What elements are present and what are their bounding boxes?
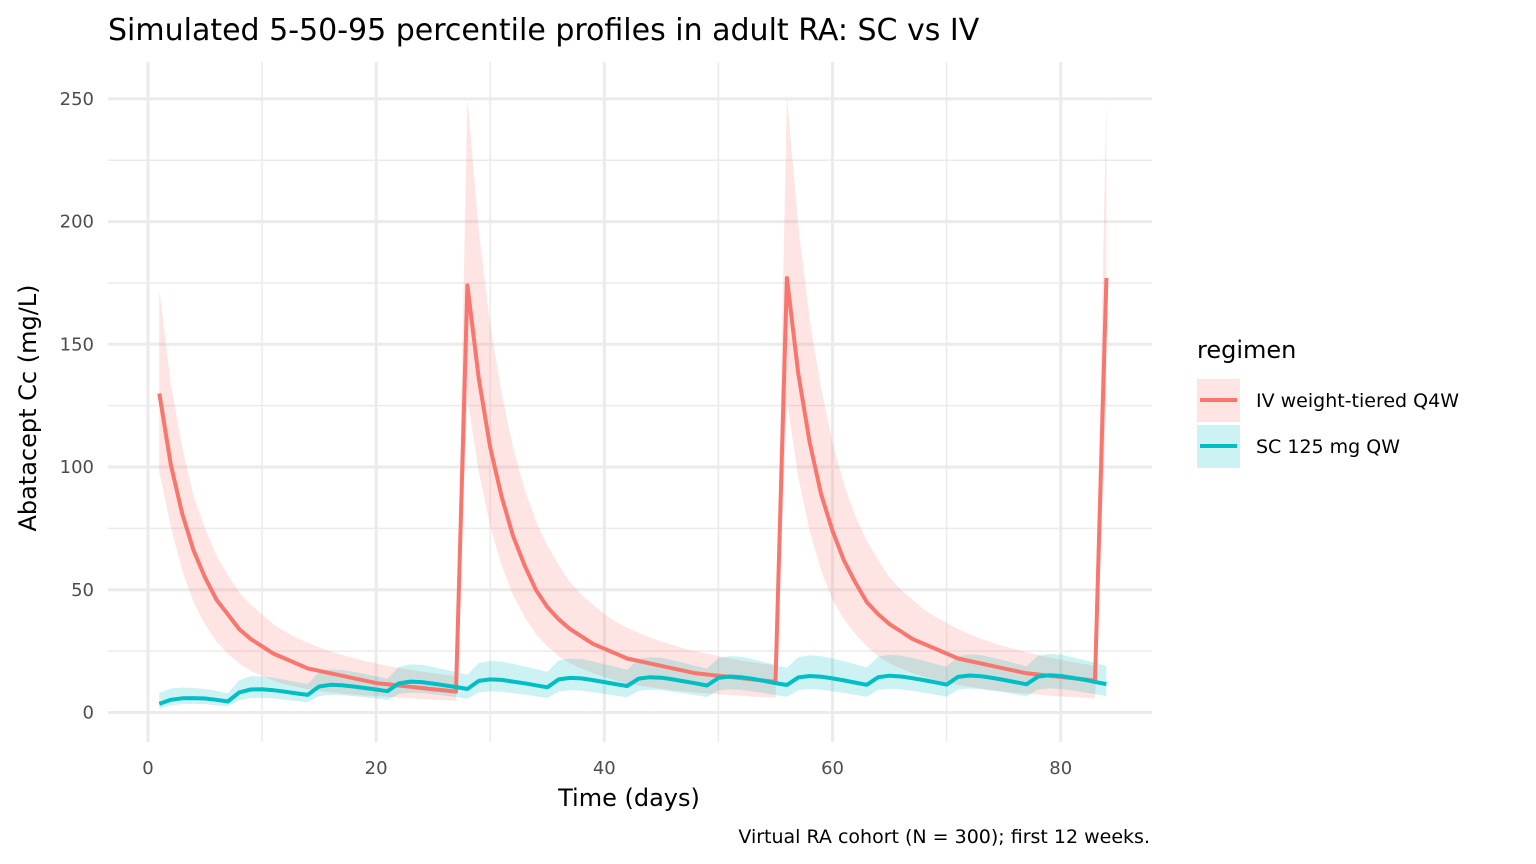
median-line-iv [157, 276, 1109, 694]
y-axis-ticks: 0 50 100 150 200 250 [60, 89, 94, 724]
legend-entry-iv: IV weight-tiered Q4W [1197, 379, 1459, 422]
y-tick-label: 250 [60, 89, 94, 110]
x-tick-label: 80 [1049, 758, 1072, 779]
legend-entry-sc: SC 125 mg QW [1197, 425, 1400, 468]
legend-label-sc: SC 125 mg QW [1256, 436, 1400, 458]
x-tick-label: 60 [821, 758, 844, 779]
x-axis-ticks: 0 20 40 60 80 [142, 758, 1072, 779]
legend: regimen IV weight-tiered Q4W SC 125 mg Q… [1197, 336, 1459, 468]
median-line-sc [158, 673, 1107, 706]
y-tick-label: 200 [60, 212, 94, 233]
y-tick-label: 100 [60, 457, 94, 478]
y-tick-label: 0 [83, 703, 94, 724]
x-tick-label: 0 [142, 758, 153, 779]
ribbons [159, 96, 1107, 709]
x-axis-title: Time (days) [557, 784, 700, 812]
legend-label-iv: IV weight-tiered Q4W [1256, 390, 1459, 412]
x-tick-label: 20 [365, 758, 388, 779]
legend-title: regimen [1197, 336, 1296, 364]
grid-major [108, 62, 1152, 742]
y-axis-title: Abatacept Cc (mg/L) [14, 284, 42, 531]
grid-minor [108, 62, 1152, 742]
caption: Virtual RA cohort (N = 300); first 12 we… [738, 826, 1150, 848]
ribbon-iv [159, 96, 1107, 701]
y-tick-label: 150 [60, 334, 94, 355]
chart-title: Simulated 5-50-95 percentile profiles in… [108, 13, 980, 48]
x-tick-label: 40 [593, 758, 616, 779]
lines [157, 276, 1109, 706]
y-tick-label: 50 [71, 580, 94, 601]
